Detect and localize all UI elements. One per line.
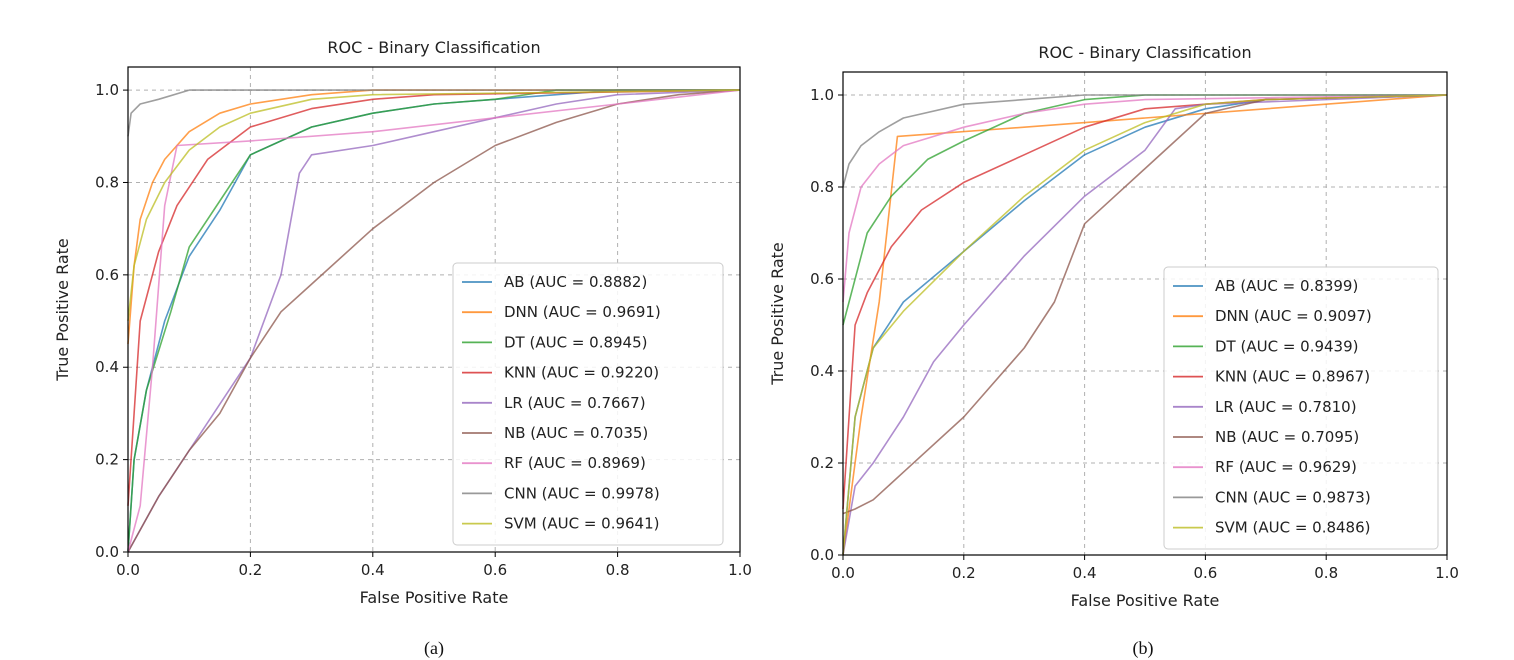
series-line: [842, 94, 1447, 326]
y-tick-label: 0.0: [810, 546, 834, 564]
x-tick-label: 0.2: [238, 561, 262, 579]
x-axis-label: False Positive Rate: [1071, 591, 1220, 610]
x-tick-label: 0.0: [831, 564, 855, 582]
legend-entry: LR (AUC = 0.7810): [1215, 398, 1357, 416]
y-tick-label: 0.4: [810, 362, 834, 380]
legend-entry: KNN (AUC = 0.9220): [504, 364, 659, 382]
y-tick-label: 1.0: [810, 86, 834, 104]
legend-box: [1163, 266, 1439, 550]
series-line: [127, 89, 740, 137]
legend-entry: KNN (AUC = 0.8967): [1215, 368, 1370, 386]
legend-entry: DT (AUC = 0.9439): [1215, 337, 1359, 355]
x-tick-label: 0.4: [1073, 564, 1097, 582]
x-tick-label: 0.8: [1314, 564, 1338, 582]
legend-entry: RF (AUC = 0.8969): [504, 454, 646, 472]
chart-title: ROC - Binary Classification: [1038, 43, 1251, 62]
x-axis-label: False Positive Rate: [360, 588, 509, 607]
x-tick-label: 0.6: [1193, 564, 1217, 582]
x-tick-label: 0.8: [606, 561, 630, 579]
y-tick-label: 0.6: [810, 270, 834, 288]
y-axis-label: True Positive Rate: [768, 242, 787, 386]
legend-entry: DNN (AUC = 0.9097): [1215, 307, 1372, 325]
series-line: [842, 94, 1448, 303]
x-tick-label: 0.0: [116, 561, 140, 579]
plot-frame: [127, 66, 741, 553]
roc-chart-a: 0.0 0.2 0.4 0.6 0.8 1.0 0.0 0.2 0.4 0.6 0.8 1.0 ROC …: [53, 38, 752, 607]
legend-entry: AB (AUC = 0.8882): [504, 273, 647, 291]
y-tick-label: 0.8: [95, 173, 119, 191]
y-tick-label: 0.2: [810, 454, 834, 472]
y-tick-label: 0.0: [95, 543, 119, 561]
series-line: [842, 94, 1448, 515]
series-line: [127, 89, 741, 322]
legend-entry: NB (AUC = 0.7095): [1215, 428, 1359, 446]
legend-entry: CNN (AUC = 0.9873): [1215, 488, 1371, 506]
series-line: [842, 94, 1447, 188]
series-line: [127, 89, 740, 345]
caption-a: (a): [424, 638, 444, 659]
x-tick-label: 0.6: [483, 561, 507, 579]
series-line: [842, 94, 1448, 556]
plot-frame: [842, 71, 1448, 556]
x-tick-label: 1.0: [1435, 564, 1459, 582]
y-tick-label: 0.6: [95, 266, 119, 284]
legend-entry: DT (AUC = 0.8945): [504, 333, 648, 351]
legend-entry: RF (AUC = 0.9629): [1215, 458, 1357, 476]
series-line: [842, 94, 1448, 556]
series-line: [127, 89, 741, 553]
y-tick-label: 1.0: [95, 81, 119, 99]
legend-entry: NB (AUC = 0.7035): [504, 424, 648, 442]
legend-box: [452, 262, 724, 546]
x-tick-label: 1.0: [728, 561, 752, 579]
x-tick-label: 0.4: [361, 561, 385, 579]
legend-entry: DNN (AUC = 0.9691): [504, 303, 661, 321]
legend-entry: SVM (AUC = 0.9641): [504, 515, 660, 533]
legend-entry: AB (AUC = 0.8399): [1215, 277, 1358, 295]
x-tick-label: 0.2: [952, 564, 976, 582]
series-line: [127, 89, 741, 553]
y-tick-label: 0.2: [95, 451, 119, 469]
series-line: [127, 89, 741, 506]
y-axis-label: True Positive Rate: [53, 238, 72, 382]
legend-entry: LR (AUC = 0.7667): [504, 394, 646, 412]
series-line: [127, 89, 741, 553]
series-line: [127, 89, 740, 553]
y-tick-label: 0.8: [810, 178, 834, 196]
y-tick-label: 0.4: [95, 358, 119, 376]
chart-title: ROC - Binary Classification: [327, 38, 540, 57]
legend-entry: SVM (AUC = 0.8486): [1215, 519, 1371, 537]
legend-entry: CNN (AUC = 0.9978): [504, 484, 660, 502]
caption-b: (b): [1133, 638, 1154, 659]
roc-chart-b: 0.0 0.2 0.4 0.6 0.8 1.0 0.0 0.2 0.4 0.6 0.8 1.0 ROC …: [768, 43, 1459, 610]
series-line: [842, 94, 1448, 556]
